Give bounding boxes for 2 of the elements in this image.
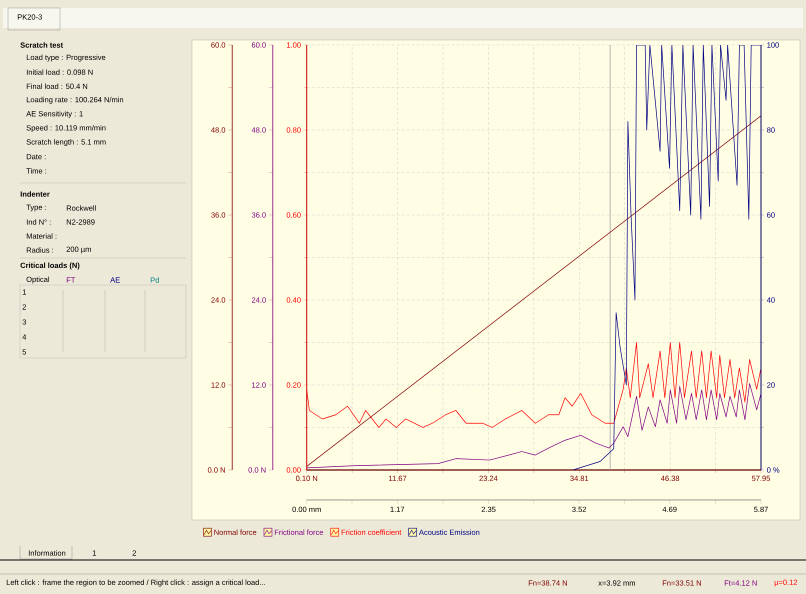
line-series xyxy=(306,342,761,428)
line-series xyxy=(306,383,761,468)
